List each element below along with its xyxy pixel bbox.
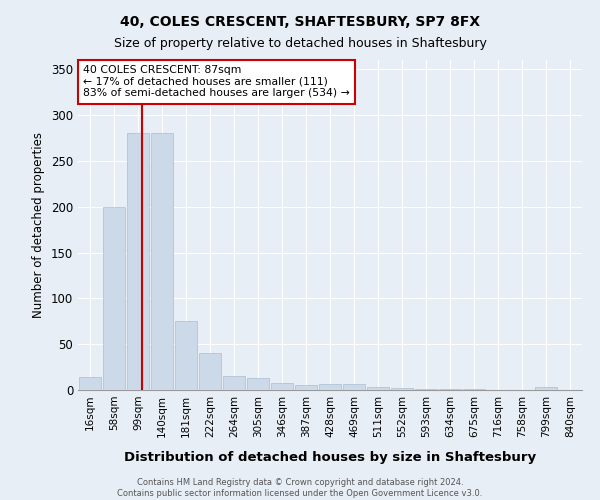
Bar [463,389,485,390]
X-axis label: Distribution of detached houses by size in Shaftesbury: Distribution of detached houses by size … [124,451,536,464]
Bar [439,389,461,390]
Bar [367,387,389,390]
Text: Contains HM Land Registry data © Crown copyright and database right 2024.
Contai: Contains HM Land Registry data © Crown c… [118,478,482,498]
Y-axis label: Number of detached properties: Number of detached properties [32,132,46,318]
Bar [343,384,365,390]
Text: 40, COLES CRESCENT, SHAFTESBURY, SP7 8FX: 40, COLES CRESCENT, SHAFTESBURY, SP7 8FX [120,15,480,29]
Text: Size of property relative to detached houses in Shaftesbury: Size of property relative to detached ho… [113,38,487,51]
Bar [415,389,437,390]
Bar [151,134,173,390]
Text: 40 COLES CRESCENT: 87sqm
← 17% of detached houses are smaller (111)
83% of semi-: 40 COLES CRESCENT: 87sqm ← 17% of detach… [83,65,350,98]
Bar [79,377,101,390]
Bar [103,206,125,390]
Bar [319,384,341,390]
Bar [535,387,557,390]
Bar [127,134,149,390]
Bar [295,384,317,390]
Bar [271,382,293,390]
Bar [247,378,269,390]
Bar [199,354,221,390]
Bar [223,376,245,390]
Bar [391,388,413,390]
Bar [175,322,197,390]
